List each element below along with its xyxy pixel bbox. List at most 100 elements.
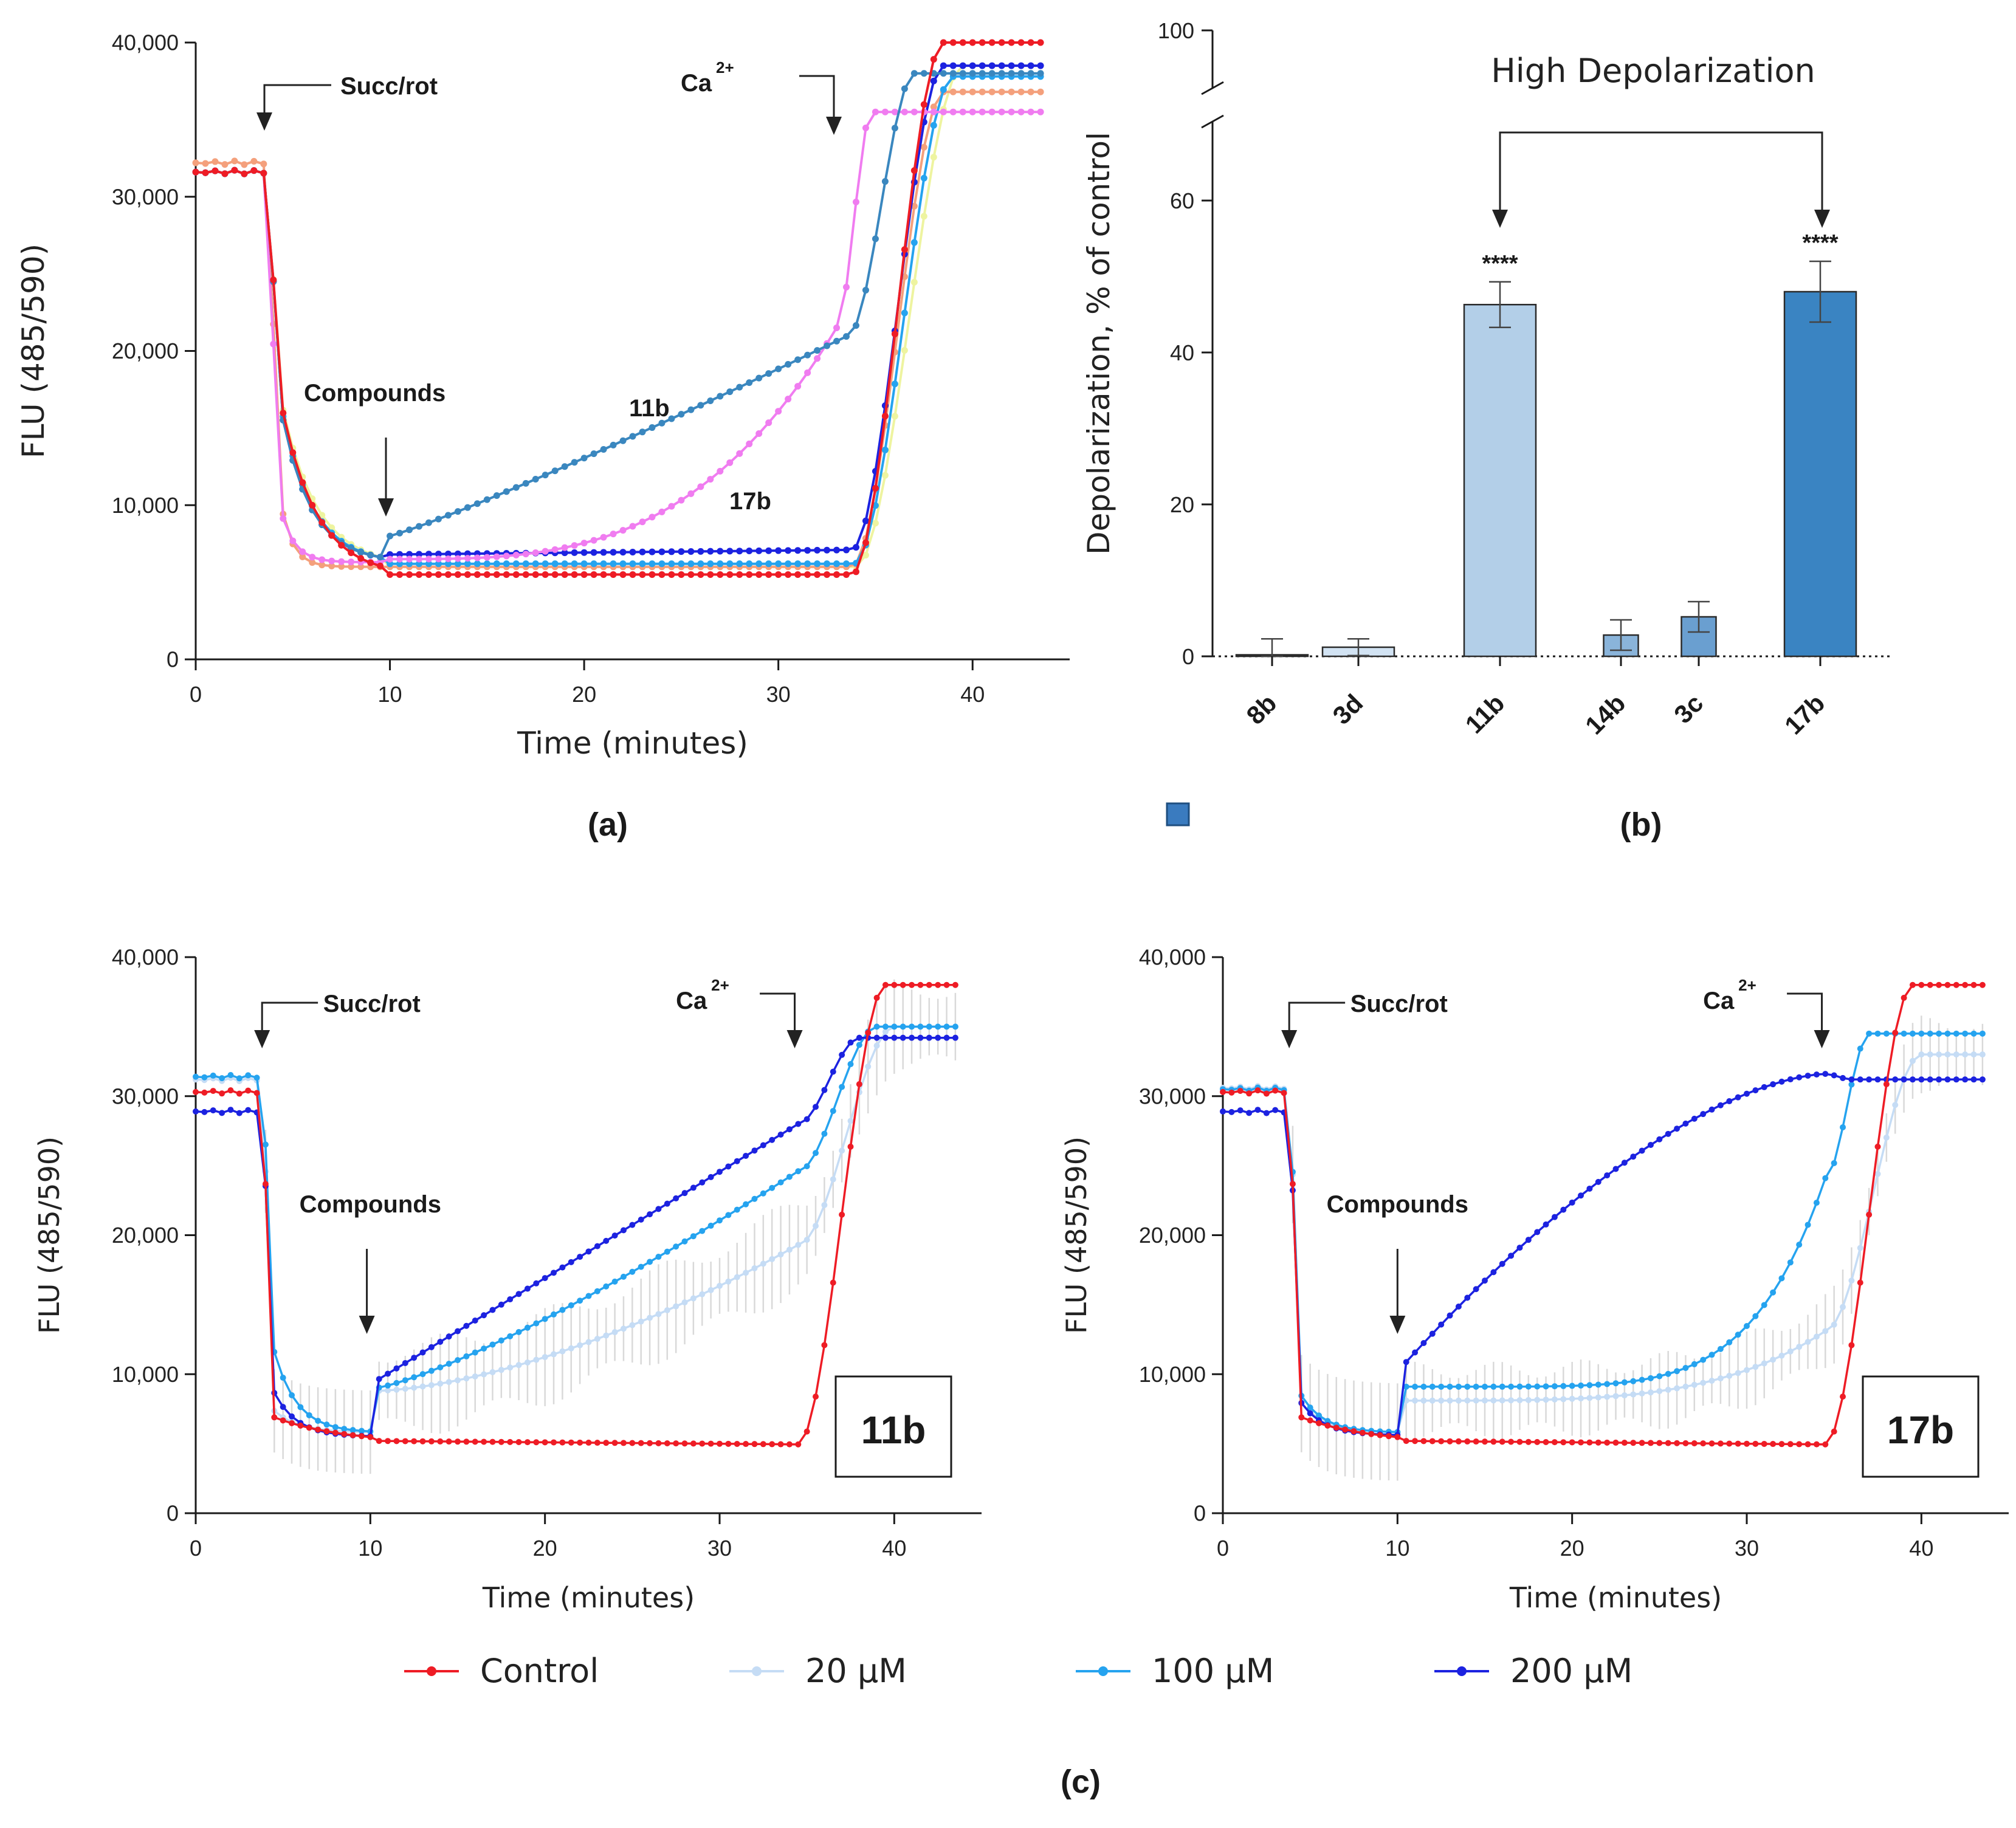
compound-box — [834, 1375, 952, 1478]
data-point — [998, 108, 1005, 115]
panel-b-label: (b) — [1620, 806, 1662, 843]
data-point — [1578, 1192, 1584, 1199]
data-point — [743, 1152, 749, 1159]
compound-box — [1862, 1375, 1980, 1478]
data-point — [935, 1023, 941, 1030]
data-point — [1429, 1330, 1436, 1337]
data-point — [891, 380, 898, 388]
data-point — [1473, 1286, 1479, 1293]
data-point — [639, 548, 646, 555]
data-point — [1333, 1424, 1340, 1431]
data-point — [1516, 1438, 1523, 1445]
bracket-head-11b — [1492, 210, 1508, 228]
data-point — [533, 1439, 540, 1446]
data-point — [1586, 1439, 1593, 1446]
data-point — [1604, 1381, 1611, 1387]
data-point — [1228, 1108, 1235, 1115]
data-point — [647, 1259, 653, 1265]
data-point — [1857, 1279, 1863, 1286]
data-point — [611, 1440, 618, 1446]
data-point — [299, 553, 306, 560]
data-point — [1962, 1051, 1969, 1058]
legend-marker — [1457, 1666, 1467, 1676]
bracket — [1499, 131, 1823, 225]
data-point — [769, 1256, 776, 1262]
data-point — [638, 1318, 644, 1325]
data-point — [590, 571, 597, 578]
data-point — [743, 1201, 749, 1208]
data-point — [270, 340, 277, 348]
data-point — [629, 1440, 636, 1446]
data-point — [603, 1440, 610, 1446]
data-point — [1008, 108, 1015, 115]
data-point — [393, 1438, 400, 1445]
data-point — [1595, 1439, 1601, 1446]
data-point — [940, 70, 947, 77]
data-point — [1525, 1237, 1532, 1243]
data-point — [260, 170, 267, 177]
data-point — [813, 1104, 819, 1110]
data-point — [1289, 1181, 1296, 1187]
data-point — [532, 476, 539, 483]
data-point — [1420, 1383, 1427, 1390]
data-point — [1901, 994, 1907, 1001]
data-point — [619, 437, 627, 444]
data-point — [1578, 1382, 1584, 1389]
data-point — [833, 560, 841, 568]
data-point — [1447, 1397, 1453, 1404]
data-point — [522, 560, 529, 568]
data-point — [454, 508, 461, 515]
data-point — [1892, 1102, 1899, 1108]
data-point — [1796, 1441, 1803, 1448]
data-point — [664, 1440, 670, 1446]
data-point — [655, 1254, 662, 1260]
data-point — [658, 508, 666, 515]
data-point — [1717, 1375, 1724, 1382]
data-point — [795, 1168, 802, 1175]
data-point — [202, 160, 209, 167]
data-point — [1761, 1360, 1767, 1367]
data-point — [376, 1438, 382, 1445]
data-point — [765, 419, 772, 427]
data-point — [328, 532, 335, 539]
data-point — [1744, 1440, 1750, 1447]
data-point — [775, 408, 782, 415]
data-point — [568, 1302, 574, 1308]
data-point — [411, 1355, 418, 1361]
data-point — [253, 1090, 260, 1096]
data-point — [533, 1280, 540, 1287]
data-point — [1368, 1431, 1375, 1437]
data-point — [512, 551, 520, 558]
data-point — [1848, 1277, 1855, 1284]
data-point — [881, 178, 889, 185]
data-point — [1918, 1051, 1925, 1058]
data-point — [648, 424, 656, 431]
data-point — [610, 531, 617, 538]
data-point — [940, 39, 947, 46]
data-point — [1621, 1440, 1628, 1446]
data-point — [1008, 62, 1015, 69]
data-point — [920, 213, 927, 220]
data-point — [760, 1190, 766, 1197]
data-point — [664, 1248, 670, 1255]
data-point — [1735, 1440, 1741, 1447]
data-point — [1412, 1397, 1419, 1404]
data-point — [943, 981, 950, 988]
data-point — [341, 1431, 348, 1437]
data-point — [402, 1377, 408, 1384]
y-tick-label: 0 — [167, 1501, 179, 1526]
data-point — [594, 1243, 600, 1249]
data-point — [532, 571, 539, 578]
data-point — [1008, 88, 1015, 95]
data-point — [1883, 1134, 1890, 1141]
data-point — [1752, 1087, 1759, 1094]
data-point — [387, 571, 394, 578]
data-point — [611, 1278, 618, 1285]
data-point — [1017, 108, 1025, 115]
data-point — [717, 560, 724, 568]
data-point — [839, 1211, 845, 1218]
data-point — [717, 1169, 723, 1175]
data-point — [1979, 1030, 1986, 1037]
data-point — [1857, 1076, 1863, 1083]
data-point — [306, 1424, 312, 1431]
